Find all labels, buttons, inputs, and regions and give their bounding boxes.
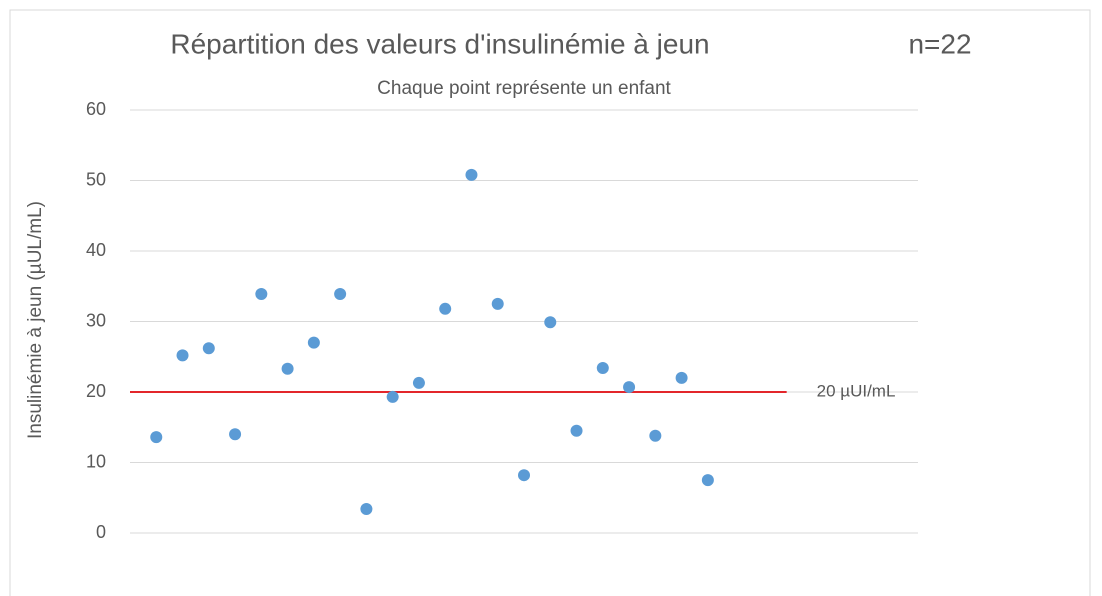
title-note: n=22 (908, 28, 971, 59)
y-tick-label: 40 (86, 240, 106, 260)
point (675, 371, 688, 384)
chart-border (9, 9, 1091, 596)
point (544, 316, 557, 329)
point (150, 431, 163, 444)
point (623, 381, 636, 394)
point (412, 376, 425, 389)
point (491, 297, 504, 310)
point (307, 336, 320, 349)
y-tick-label: 30 (86, 310, 106, 330)
point (570, 424, 583, 437)
y-tick-label: 60 (86, 99, 106, 119)
point (281, 362, 294, 375)
point (596, 362, 609, 375)
y-axis-label: Insulinémie à jeun (µUL/mL) (25, 201, 46, 439)
point (334, 288, 347, 301)
y-tick-label: 20 (86, 381, 106, 401)
point (360, 503, 373, 516)
point (386, 390, 399, 403)
point (649, 429, 662, 442)
point (255, 288, 268, 301)
point (202, 342, 215, 355)
chart-title: Répartition des valeurs d'insulinémie à … (170, 28, 709, 59)
point (518, 469, 530, 482)
chart-subtitle: Chaque point représente un enfant (377, 78, 671, 99)
y-tick-label: 50 (86, 169, 106, 189)
y-tick-label: 10 (86, 451, 106, 471)
point (701, 474, 714, 487)
reference-label: 20 µUI/mL (817, 381, 896, 400)
point (465, 168, 478, 181)
point (439, 302, 452, 315)
point (176, 349, 189, 362)
y-tick-label: 0 (96, 522, 106, 542)
point (229, 428, 242, 441)
